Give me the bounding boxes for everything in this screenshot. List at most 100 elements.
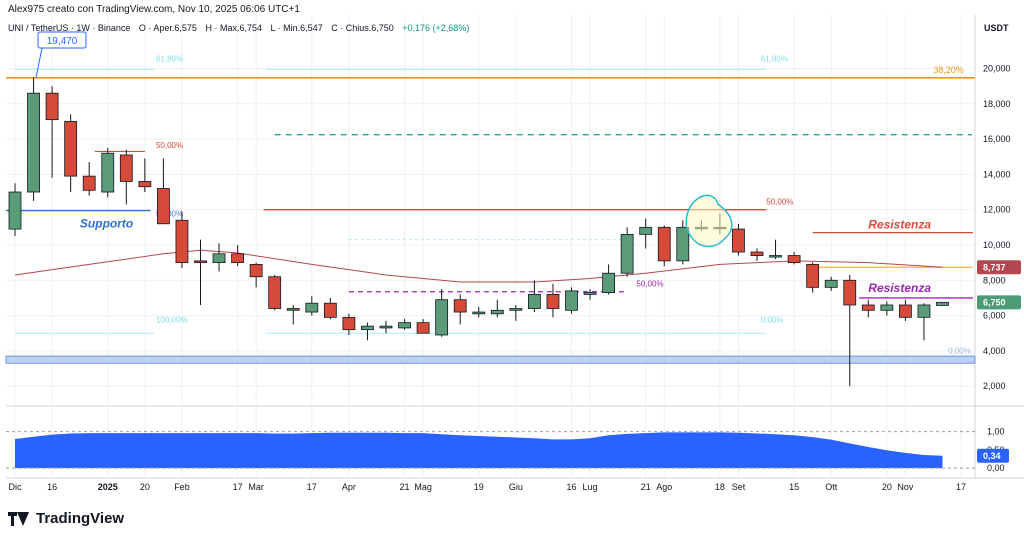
- tradingview-logo[interactable]: TradingView: [8, 510, 124, 527]
- candle-up: [824, 279, 838, 288]
- time-tick-label: 18: [715, 482, 725, 492]
- high-callout-label: 19,470: [47, 36, 78, 47]
- candle-down: [175, 219, 189, 264]
- candle-down: [732, 228, 745, 253]
- time-tick-label: Set: [732, 482, 746, 492]
- candle-up: [212, 253, 226, 264]
- candle-up: [8, 191, 22, 230]
- price-tick-label: 8,000: [983, 275, 1006, 285]
- highlight-cloud: [685, 194, 733, 248]
- price-tick-label: 14,000: [983, 169, 1011, 179]
- time-tick-label: Feb: [174, 482, 190, 492]
- candle-up: [490, 309, 504, 315]
- fib-right-50-label: 50,00%: [766, 197, 793, 206]
- time-tick-label: 15: [789, 482, 799, 492]
- price-tick-label: 6,000: [983, 311, 1006, 321]
- candle-down: [82, 175, 96, 191]
- fib-zero-label: 0,00%: [948, 347, 971, 356]
- brand-label: TradingView: [36, 510, 125, 527]
- candle-down: [657, 226, 671, 262]
- time-tick-label: 17: [307, 482, 317, 492]
- candle-up: [583, 292, 597, 295]
- time-tick-label: 2025: [98, 482, 118, 492]
- candle-down: [138, 181, 152, 188]
- candle-down: [861, 304, 875, 311]
- oscillator-tick-label: 0,00: [987, 463, 1005, 473]
- price-tick-label: 20,000: [983, 63, 1011, 73]
- price-tick-label: 16,000: [983, 134, 1011, 144]
- last-price-label-badge: [977, 295, 1021, 310]
- candle-up: [509, 308, 523, 311]
- time-tick-label: 20: [882, 482, 892, 492]
- candle-down: [453, 299, 467, 313]
- ma-last-label-badge: [977, 260, 1021, 275]
- fib-left-bottom-label: 100,00%: [156, 316, 188, 325]
- candle-down: [156, 188, 170, 225]
- candle-up: [936, 301, 949, 306]
- candle-up: [472, 311, 486, 315]
- candle-down: [286, 308, 300, 311]
- time-tick-label: 16: [566, 482, 576, 492]
- candle-down: [119, 154, 133, 182]
- candle-down: [843, 279, 857, 306]
- candle-up: [565, 290, 578, 311]
- candle-down: [787, 255, 801, 264]
- candle-down: [268, 276, 282, 309]
- change-value: +0,176 (+2,68%): [402, 23, 470, 33]
- candle-down: [416, 322, 430, 334]
- fib-right-50-mid-label: 50,00%: [636, 279, 663, 288]
- close-value: C · Chius.6,750: [331, 23, 394, 33]
- candle-down: [750, 251, 764, 256]
- candle-up: [101, 152, 115, 193]
- ma-last-label: 8,737: [983, 262, 1006, 272]
- candle-up: [639, 226, 653, 235]
- resistance-red-label: Resistenza: [868, 218, 931, 232]
- price-tick-label: 2,000: [983, 381, 1006, 391]
- time-tick-label: 17: [233, 482, 243, 492]
- time-tick-label: Giu: [509, 482, 523, 492]
- support-zone: [5, 355, 976, 364]
- price-tick-label: 4,000: [983, 346, 1006, 356]
- candle-down: [231, 253, 245, 264]
- high-callout-pointer: [35, 47, 43, 78]
- time-tick-label: Apr: [342, 482, 356, 492]
- ohlc-info-line: UNI / TetherUS · 1W · Binance O · Aper.6…: [8, 23, 475, 33]
- time-tick-label: 21: [641, 482, 651, 492]
- time-tick-label: Mar: [248, 482, 264, 492]
- oscillator-area: [15, 432, 943, 469]
- price-tick-label: 10,000: [983, 240, 1011, 250]
- candle-up: [305, 302, 319, 313]
- currency-label: USDT: [984, 23, 1009, 33]
- candle-down: [899, 304, 912, 318]
- candle-up: [880, 304, 894, 311]
- candle-up: [769, 255, 782, 258]
- candle-up: [602, 272, 615, 294]
- candle-down: [64, 121, 78, 177]
- tradingview-logo-icon: [8, 511, 30, 526]
- candle-up: [528, 293, 541, 309]
- candle-up: [27, 92, 40, 193]
- time-tick-label: Ott: [825, 482, 838, 492]
- candle-up: [398, 322, 411, 329]
- candle-up: [361, 325, 374, 331]
- symbol-label[interactable]: UNI / TetherUS · 1W · Binance: [8, 23, 131, 33]
- candle-up: [379, 325, 393, 329]
- time-tick-label: 17: [956, 482, 966, 492]
- time-tick-label: 20: [140, 482, 150, 492]
- time-tick-label: Ago: [656, 482, 672, 492]
- candle-down: [323, 302, 337, 318]
- low-value: L · Min.6,547: [270, 23, 323, 33]
- high-value: H · Max.6,754: [205, 23, 262, 33]
- price-tick-label: 18,000: [983, 99, 1011, 109]
- time-tick-label: 19: [474, 482, 484, 492]
- fib-right-bottom-label: 0,00%: [761, 316, 784, 325]
- candle-down: [249, 263, 263, 278]
- support-label: Supporto: [80, 216, 133, 230]
- fib-right-top-label: 61,80%: [761, 54, 788, 63]
- candle-down: [45, 92, 59, 121]
- fib-38-label: 38,20%: [933, 65, 964, 75]
- high-callout-box: [37, 31, 87, 49]
- time-tick-label: Nov: [897, 482, 914, 492]
- oscillator-last-badge: [977, 448, 1009, 463]
